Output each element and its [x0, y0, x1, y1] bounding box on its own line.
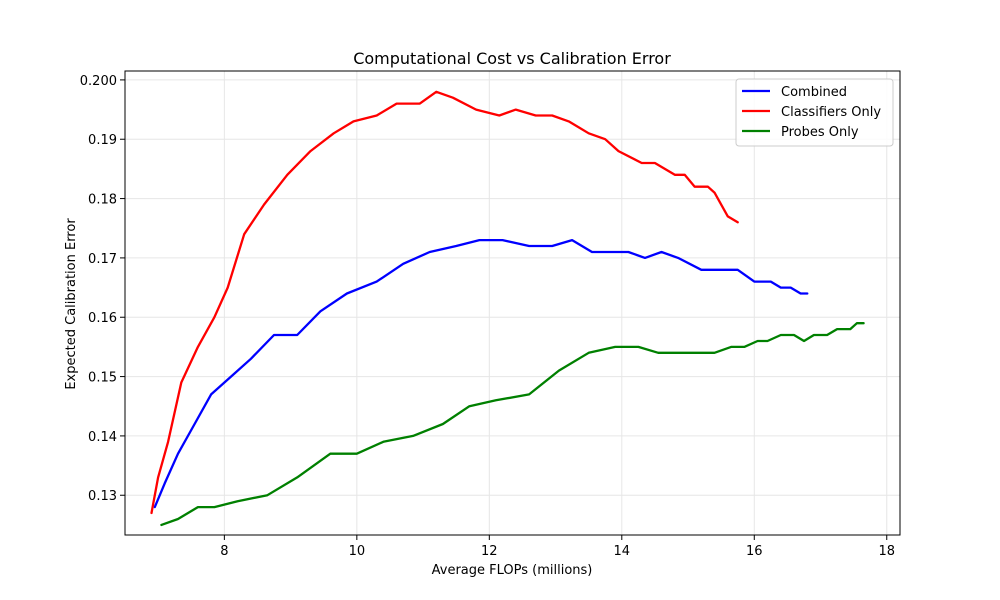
x-tick-label: 12 [481, 544, 498, 559]
legend-label-classifiers-only: Classifiers Only [781, 105, 881, 120]
x-axis-ticks: 8 10 12 14 16 18 [220, 535, 895, 559]
legend-label-combined: Combined [781, 85, 847, 100]
y-tick-label: 0.17 [88, 252, 117, 267]
x-tick-label: 18 [878, 544, 895, 559]
chart-title: Computational Cost vs Calibration Error [353, 49, 671, 68]
y-axis-ticks: 0.13 0.14 0.15 0.16 0.17 0.18 0.19 0.200 [80, 74, 125, 504]
y-axis-label: Expected Calibration Error [64, 218, 79, 390]
x-tick-label: 16 [746, 544, 763, 559]
plot-frame [124, 70, 901, 536]
y-tick-label: 0.14 [88, 430, 117, 445]
y-tick-label: 0.13 [88, 489, 117, 504]
y-tick-label: 0.19 [88, 133, 117, 148]
x-tick-label: 10 [349, 544, 366, 559]
series-line-combined [153, 238, 809, 509]
y-tick-label: 0.16 [88, 311, 117, 326]
grid [125, 71, 900, 535]
y-tick-label: 0.200 [80, 74, 117, 89]
x-axis-label: Average FLOPs (millions) [432, 563, 593, 578]
series-lines [150, 90, 865, 527]
legend-box [735, 78, 894, 147]
series-line-probes-only [160, 322, 865, 527]
x-tick-label: 8 [220, 544, 228, 559]
x-tick-label: 14 [614, 544, 631, 559]
legend-label-probes-only: Probes Only [781, 125, 859, 140]
y-tick-label: 0.18 [88, 193, 117, 208]
legend: Combined Classifiers Only Probes Only [735, 78, 894, 147]
y-tick-label: 0.15 [88, 371, 117, 386]
series-line-classifiers-only [150, 90, 739, 515]
